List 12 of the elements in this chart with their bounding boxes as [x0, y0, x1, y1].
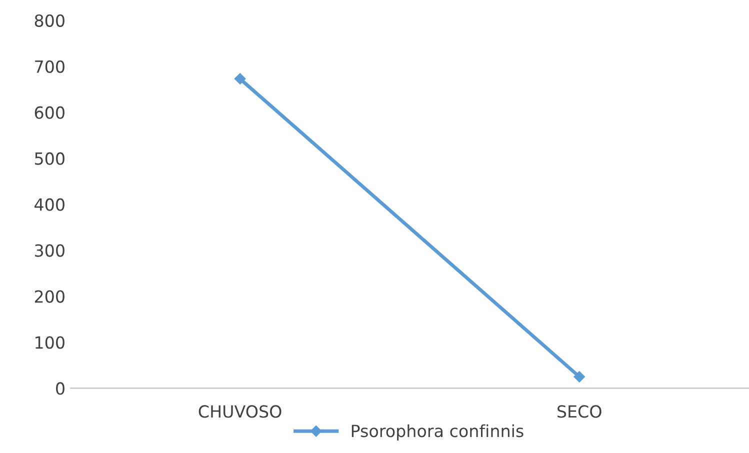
x-tick-label: CHUVOSO: [198, 405, 282, 418]
y-tick-label: 100: [36, 336, 64, 349]
y-tick-label: 500: [35, 152, 64, 165]
x-tick-label: SECO: [558, 405, 602, 418]
y-tick-label: 700: [35, 60, 64, 73]
y-tick-label: 300: [35, 244, 64, 257]
y-tick-label: 0: [56, 382, 64, 395]
y-tick-label: 200: [34, 290, 64, 303]
y-tick-label: 400: [34, 198, 64, 211]
y-tick-label: 600: [34, 106, 64, 119]
legend-label: Psorophora confinnis: [352, 424, 524, 440]
y-tick-label: 800: [34, 14, 64, 27]
